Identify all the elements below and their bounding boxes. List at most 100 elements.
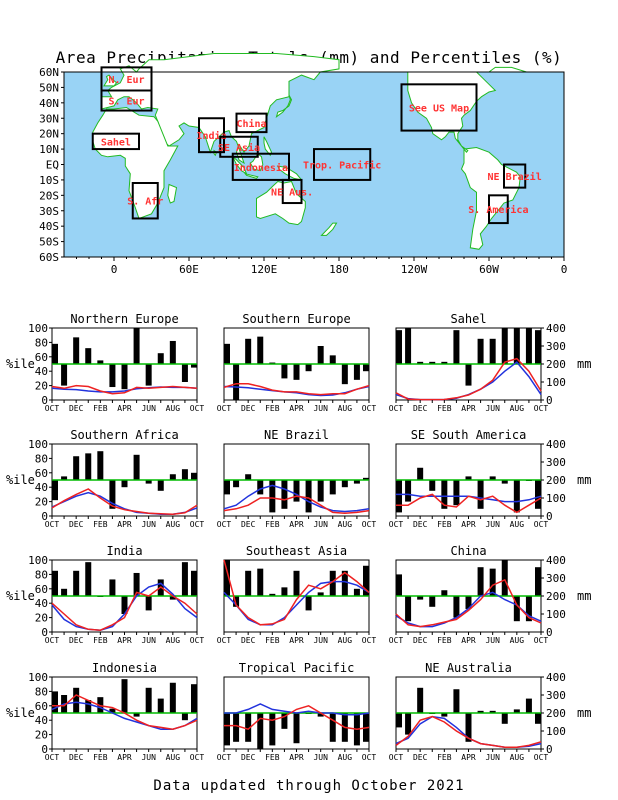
observed-precip-line	[224, 704, 370, 731]
left-tick-label: 80	[35, 336, 48, 349]
percentile-bar	[317, 592, 324, 596]
percentile-bar	[169, 474, 176, 480]
map-region-boxes: N. Eur S. Eur Sahel S. Afr India China SE Asia…	[91, 66, 542, 225]
percentile-bar	[121, 364, 128, 390]
percentile-bar	[441, 361, 448, 364]
month-label: DEC	[413, 753, 428, 762]
percentile-bar	[233, 364, 240, 400]
percentile-bar	[85, 700, 92, 713]
region-box-outline	[131, 182, 159, 220]
region-box: SE Asia	[218, 135, 260, 158]
normal-precip-line	[223, 484, 370, 513]
right-tick-label: 400	[546, 671, 566, 684]
right-tick-label: 0	[546, 626, 553, 639]
percentile-bar	[245, 474, 252, 480]
percentile-bar	[513, 596, 520, 622]
left-tick-label: 20	[35, 612, 48, 625]
percentile-bar	[181, 713, 188, 721]
month-label: JUN	[313, 404, 328, 413]
month-label: OCT	[389, 404, 404, 413]
percentile-bar	[417, 467, 424, 480]
percentile-bar	[145, 480, 152, 484]
region-label: China	[236, 118, 266, 130]
left-tick-label: 80	[35, 568, 48, 581]
percentile-bar	[191, 472, 197, 480]
region-box-outline	[281, 178, 303, 205]
month-label: OCT	[362, 520, 377, 529]
right-tick-label: 300	[546, 340, 566, 353]
left-tick-label: 20	[35, 496, 48, 509]
percentile-bar	[405, 480, 412, 502]
percentile-bar	[329, 355, 336, 364]
month-label: DEC	[413, 520, 428, 529]
percentile-bar	[224, 713, 230, 746]
panel: NE Brazil OCT DEC FEB APR JUN AUG OCT	[217, 428, 377, 529]
percentile-bar	[257, 713, 264, 749]
right-axis-label: mm	[577, 706, 591, 720]
lat-label: 50S	[39, 236, 59, 249]
percentile-bar	[525, 328, 532, 364]
right-axis-label: mm	[577, 473, 591, 487]
region-box-outline	[91, 132, 140, 151]
percentile-bar	[224, 560, 230, 596]
percentile-bar	[169, 682, 176, 713]
left-tick-label: 60	[35, 700, 48, 713]
percentile-bar	[353, 364, 360, 380]
month-label: OCT	[190, 520, 205, 529]
percentile-bar	[133, 454, 140, 480]
right-tick-label: 100	[546, 376, 566, 389]
month-label: APR	[289, 636, 304, 645]
percentile-bar	[293, 570, 300, 596]
landmass-14	[263, 136, 273, 157]
right-tick-label: 100	[546, 608, 566, 621]
region-box: Sahel	[91, 132, 140, 151]
world-map: 60N 50N 40N 30N 20N 10N EQ 10S 20S 30S 40S 50S 60S 0 6…	[39, 53, 567, 276]
percentile-bar	[157, 353, 164, 364]
landmass-3	[460, 146, 521, 250]
lat-label: 30S	[39, 205, 59, 218]
left-tick-label: 80	[35, 685, 48, 698]
percentile-bar	[133, 328, 140, 364]
percentile-bar	[513, 328, 520, 364]
percentile-bar	[85, 453, 92, 480]
percentile-bar	[417, 687, 424, 713]
left-tick-label: 0	[41, 394, 48, 407]
left-tick-label: 60	[35, 467, 48, 480]
panel: Tropical Pacific OCT DEC FEB APR JUN AUG OCT	[217, 661, 377, 762]
percentile-bar	[501, 480, 508, 484]
percentile-bar	[145, 687, 152, 713]
right-tick-label: 200	[546, 474, 566, 487]
month-label: FEB	[437, 753, 452, 762]
percentile-bar	[535, 713, 541, 724]
month-label: DEC	[241, 753, 256, 762]
percentile-bar	[396, 480, 402, 513]
percentile-bar	[61, 476, 68, 480]
right-tick-label: 200	[546, 358, 566, 371]
landmass-6	[103, 74, 118, 87]
percentile-bar	[363, 364, 369, 372]
right-tick-label: 400	[546, 554, 566, 567]
right-tick-label: 200	[546, 707, 566, 720]
percentile-bar	[245, 338, 252, 364]
percentile-bar	[405, 328, 412, 364]
month-label: JUN	[313, 753, 328, 762]
percentile-bar	[441, 590, 448, 596]
percentile-bar	[363, 477, 369, 480]
month-label: AUG	[510, 404, 525, 413]
lat-label: 10S	[39, 174, 59, 187]
percentile-bar	[233, 713, 240, 742]
percentile-bar	[281, 480, 288, 509]
observed-precip-line	[223, 495, 370, 515]
percentile-bar	[169, 340, 176, 364]
left-tick-label: 0	[41, 743, 48, 756]
month-label: OCT	[217, 753, 232, 762]
lon-label: 120E	[251, 263, 278, 276]
percentile-bar	[363, 565, 369, 596]
region-label: India	[196, 130, 226, 142]
month-label: OCT	[217, 404, 232, 413]
month-label: JUN	[141, 753, 156, 762]
left-tick-label: 40	[35, 481, 48, 494]
landmass-13	[243, 172, 259, 179]
